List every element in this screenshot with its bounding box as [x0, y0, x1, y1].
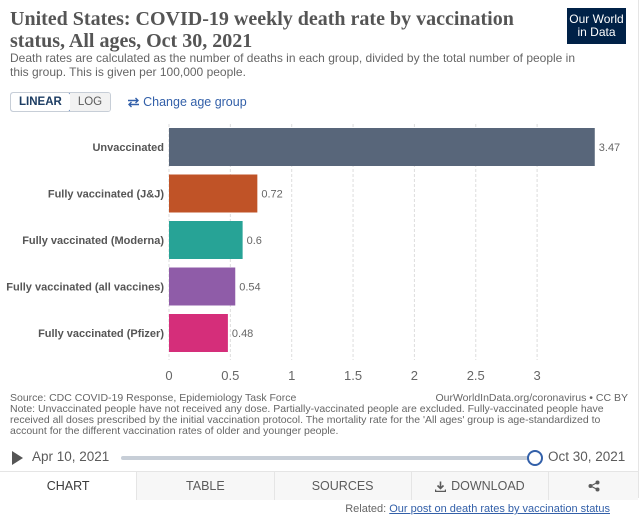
bottom-tabs: CHART TABLE SOURCES DOWNLOAD: [0, 471, 638, 500]
note-text: Note: Unvaccinated people have not recei…: [10, 403, 604, 437]
x-tick-label: 2: [411, 368, 418, 383]
bars: Unvaccinated 3.47 Fully vaccinated (J&J) 0.…: [6, 128, 620, 352]
tab-download[interactable]: DOWNLOAD: [410, 472, 548, 500]
tab-sources[interactable]: SOURCES: [273, 472, 411, 500]
logo-line1: Our World: [569, 12, 624, 26]
related-link-row: Related: Our post on death rates by vacc…: [0, 503, 610, 515]
download-icon: [435, 481, 447, 492]
chart-subtitle: Death rates are calculated as the number…: [10, 51, 576, 79]
play-icon[interactable]: [12, 451, 23, 465]
timeline-end-label: Oct 30, 2021: [548, 449, 626, 464]
timeline-track[interactable]: [121, 456, 533, 460]
x-axis-ticks: 0 0.5 1 1.5 2 2.5 3: [165, 368, 540, 383]
value-label: 0.48: [232, 328, 253, 340]
source-text: Source: CDC COVID-19 Response, Epidemiol…: [10, 392, 297, 404]
share-icon: [588, 480, 599, 492]
bar[interactable]: [169, 128, 595, 166]
owid-logo[interactable]: Our World in Data: [567, 8, 626, 44]
chart-controls: LINEAR LOG Change age group: [10, 92, 247, 112]
source-url[interactable]: OurWorldInData.org/coronavirus • CC BY: [435, 392, 628, 404]
x-tick-label: 0.5: [221, 368, 239, 383]
related-prefix: Related:: [345, 503, 387, 515]
linear-scale-button[interactable]: LINEAR: [11, 93, 71, 111]
related-post-link[interactable]: Our post on death rates by vaccination s…: [389, 503, 610, 515]
category-label: Fully vaccinated (Moderna): [22, 235, 164, 247]
x-tick-label: 2.5: [467, 368, 485, 383]
timeline-handle[interactable]: [527, 450, 543, 466]
tab-table[interactable]: TABLE: [136, 472, 274, 500]
category-label: Fully vaccinated (all vaccines): [6, 282, 164, 294]
x-tick-label: 3: [533, 368, 540, 383]
value-label: 0.6: [247, 235, 262, 247]
swap-arrows-icon: [128, 97, 140, 107]
value-label: 3.47: [599, 142, 620, 154]
category-label: Unvaccinated: [92, 142, 164, 154]
footer-note: Source: CDC COVID-19 Response, Epidemiol…: [10, 393, 628, 437]
bar[interactable]: [169, 267, 236, 306]
x-tick-label: 1: [288, 368, 295, 383]
timeline-start-label: Apr 10, 2021: [32, 449, 110, 464]
download-label: DOWNLOAD: [451, 479, 525, 493]
bar[interactable]: [169, 174, 258, 213]
change-age-group-label: Change age group: [143, 95, 247, 109]
category-label: Fully vaccinated (Pfizer): [38, 328, 164, 340]
bar[interactable]: [169, 221, 243, 259]
chart-title: United States: COVID-19 weekly death rat…: [10, 8, 514, 52]
change-age-group-link[interactable]: Change age group: [127, 95, 247, 109]
x-tick-label: 1.5: [344, 368, 362, 383]
category-label: Fully vaccinated (J&J): [48, 189, 164, 201]
value-label: 0.54: [239, 282, 260, 294]
timeline: Apr 10, 2021 Oct 30, 2021: [10, 448, 630, 470]
value-label: 0.72: [261, 189, 282, 201]
bar-chart: Unvaccinated 3.47 Fully vaccinated (J&J) 0.…: [6, 124, 620, 383]
chart-frame: [638, 0, 639, 498]
bar[interactable]: [169, 314, 228, 352]
x-tick-label: 0: [165, 368, 172, 383]
tab-chart[interactable]: CHART: [0, 472, 137, 500]
scale-toggle: LINEAR LOG: [10, 92, 112, 112]
tab-share[interactable]: [548, 472, 638, 500]
logo-line2: in Data: [577, 25, 616, 39]
log-scale-button[interactable]: LOG: [69, 93, 111, 111]
